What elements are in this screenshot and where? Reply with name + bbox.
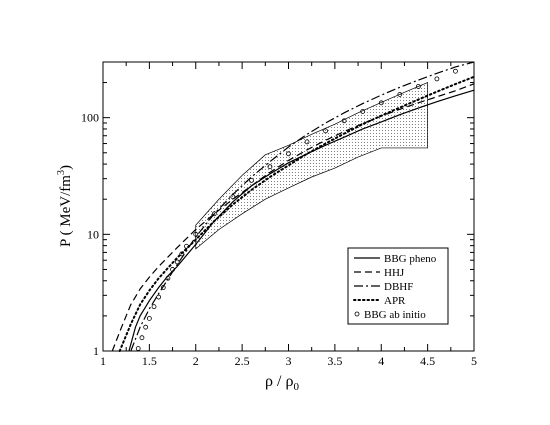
series-3-line — [118, 75, 475, 352]
y-axis-label-end: ) — [58, 165, 74, 170]
series-4-point-20 — [341, 118, 347, 124]
axis-ticks: 1 1.5 2 2.5 3 3.5 4 4.5 5 1 10 100 — [81, 61, 477, 368]
series-4-point-9 — [174, 259, 180, 265]
x-tick-label-8: 5 — [471, 354, 477, 368]
series-4-point-1 — [139, 335, 145, 341]
y-axis-label-main: P ( MeV/fm — [58, 175, 74, 247]
series-4-point-3 — [146, 316, 152, 321]
series-4-point-18 — [304, 139, 310, 145]
legend-label-0: BBG pheno — [384, 253, 437, 265]
x-tick-label-5: 3.5 — [327, 354, 342, 368]
y-tick-label-2: 100 — [81, 111, 99, 125]
series-0-line — [128, 89, 475, 352]
series-4-point-10 — [179, 251, 185, 257]
series-4-point-25 — [434, 76, 440, 82]
legend-label-1: HHJ — [384, 267, 405, 279]
x-tick-label-7: 4.5 — [420, 354, 435, 368]
series-4-point-17 — [286, 151, 291, 157]
x-axis-label-sub: 0 — [293, 381, 299, 393]
y-tick-label-1: 10 — [87, 227, 99, 241]
legend-box — [347, 247, 449, 325]
series-4-point-0 — [135, 346, 141, 351]
series-layer — [111, 61, 475, 352]
x-tick-label-6: 4 — [378, 354, 384, 368]
legend-label-3: APR — [384, 295, 406, 307]
series-4-point-13 — [211, 211, 217, 217]
x-axis-label: ρ / ρ0 — [265, 373, 299, 393]
series-4-point-8 — [170, 267, 175, 272]
series-2-line — [130, 61, 475, 352]
series-4-point-22 — [378, 100, 384, 106]
x-axis-label-main: ρ / ρ — [265, 373, 293, 390]
series-4-point-15 — [248, 177, 254, 183]
series-4-point-19 — [323, 128, 329, 134]
x-tick-label-2: 2 — [193, 354, 199, 368]
series-4-point-16 — [267, 164, 273, 170]
series-4-point-14 — [230, 194, 236, 200]
series-4-point-2 — [143, 324, 149, 330]
series-1-line — [111, 83, 475, 352]
series-4-point-23 — [397, 92, 403, 97]
x-tick-label-4: 3 — [286, 354, 292, 368]
series-4-point-21 — [360, 109, 366, 114]
legend-label-4: BBG ab initio — [364, 309, 426, 321]
band-area — [195, 82, 428, 250]
legend-marker-4 — [354, 311, 360, 317]
x-tick-label-0: 1 — [100, 354, 106, 368]
y-axis-label: P ( MeV/fm3) — [56, 165, 74, 247]
legend-label-2: DBHF — [384, 281, 413, 293]
series-4-point-5 — [156, 294, 162, 300]
x-tick-label-3: 2.5 — [235, 354, 250, 368]
series-4-point-24 — [415, 84, 421, 89]
legend-items: BBG pheno HHJ DBHF APR BBG ab initio — [353, 253, 437, 321]
series-4-point-7 — [165, 275, 171, 281]
y-tick-label-0: 1 — [93, 344, 99, 358]
series-4-point-4 — [151, 304, 157, 310]
series-4-point-26 — [453, 68, 458, 74]
y-axis-label-sup: 3 — [56, 170, 67, 175]
series-4-point-12 — [193, 231, 199, 237]
series-4-point-11 — [184, 243, 189, 249]
uncertainty-band — [195, 82, 428, 250]
x-tick-label-1: 1.5 — [142, 354, 157, 368]
series-4-point-6 — [160, 285, 166, 290]
legend: BBG pheno HHJ DBHF APR BBG ab initio — [347, 247, 449, 325]
